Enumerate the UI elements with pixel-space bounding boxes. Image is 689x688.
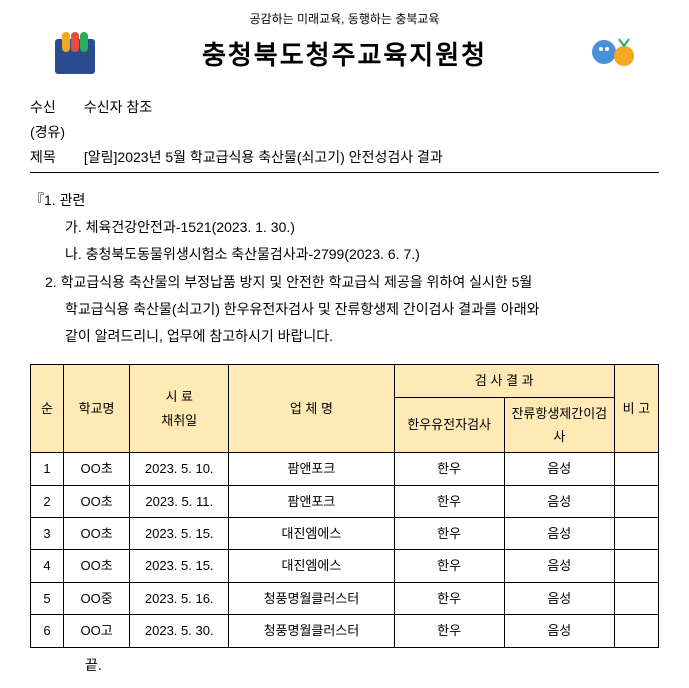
recipient-value: 수신자 참조	[84, 99, 152, 115]
logo-mascot-icon	[589, 34, 639, 74]
th-date-line1: 시 료	[165, 389, 193, 404]
cell-company: 청풍명월클러스터	[229, 615, 394, 647]
cell-school: OO중	[64, 582, 130, 614]
table-row: 3OO초2023. 5. 15.대진엠에스한우음성	[31, 518, 659, 550]
cell-no: 2	[31, 485, 64, 517]
table-body: 1OO초2023. 5. 10.팜앤포크한우음성2OO초2023. 5. 11.…	[31, 453, 659, 647]
table-row: 6OO고2023. 5. 30.청풍명월클러스터한우음성	[31, 615, 659, 647]
header-row: 충청북도청주교육지원청	[20, 35, 669, 72]
cell-date: 2023. 5. 16.	[130, 582, 229, 614]
th-date-line2: 채취일	[161, 413, 197, 428]
cell-no: 3	[31, 518, 64, 550]
header-slogan: 공감하는 미래교육, 동행하는 충북교육	[20, 10, 669, 27]
via-line: (경유)	[30, 122, 659, 142]
body-content: 『1. 관련 가. 체육건강안전과-1521(2023. 1. 30.) 나. …	[20, 188, 669, 678]
cell-date: 2023. 5. 15.	[130, 550, 229, 582]
cell-company: 대진엠에스	[229, 518, 394, 550]
table-row: 2OO초2023. 5. 11.팜앤포크한우음성	[31, 485, 659, 517]
cell-date: 2023. 5. 11.	[130, 485, 229, 517]
cell-r2: 음성	[504, 485, 614, 517]
cell-note	[614, 550, 658, 582]
cell-note	[614, 615, 658, 647]
table-row: 1OO초2023. 5. 10.팜앤포크한우음성	[31, 453, 659, 485]
subject-label: 제목	[30, 147, 80, 167]
section2-line2: 학교급식용 축산물(쇠고기) 한우유전자검사 및 잔류항생제 간이검사 결과를 …	[30, 297, 659, 322]
cell-note	[614, 518, 658, 550]
th-result-2: 잔류항생제간이검사	[504, 397, 614, 453]
cell-r2: 음성	[504, 615, 614, 647]
doc-header: 수신 수신자 참조 (경유) 제목 [알림]2023년 5월 학교급식용 축산물…	[20, 97, 669, 173]
cell-no: 1	[31, 453, 64, 485]
cell-school: OO초	[64, 485, 130, 517]
ref-b: 나. 충청북도동물위생시험소 축산물검사과-2799(2023. 6. 7.)	[30, 242, 659, 267]
results-table: 순 학교명 시 료 채취일 업 체 명 검 사 결 과 비 고 한우유전자검사 …	[30, 364, 659, 648]
cell-school: OO초	[64, 518, 130, 550]
cell-company: 청풍명월클러스터	[229, 582, 394, 614]
section2-line3: 같이 알려드리니, 업무에 참고하시기 바랍니다.	[30, 324, 659, 349]
th-result-1: 한우유전자검사	[394, 397, 504, 453]
th-school: 학교명	[64, 365, 130, 453]
cell-r2: 음성	[504, 518, 614, 550]
recipient-line: 수신 수신자 참조	[30, 97, 659, 117]
cell-note	[614, 485, 658, 517]
cell-r2: 음성	[504, 582, 614, 614]
cell-r1: 한우	[394, 582, 504, 614]
cell-no: 6	[31, 615, 64, 647]
subject-value: [알림]2023년 5월 학교급식용 축산물(쇠고기) 안전성검사 결과	[84, 149, 443, 165]
section1-title: 『1. 관련	[30, 188, 659, 213]
table-row: 4OO초2023. 5. 15.대진엠에스한우음성	[31, 550, 659, 582]
th-company: 업 체 명	[229, 365, 394, 453]
cell-r1: 한우	[394, 518, 504, 550]
cell-school: OO고	[64, 615, 130, 647]
th-no: 순	[31, 365, 64, 453]
cell-school: OO초	[64, 453, 130, 485]
cell-note	[614, 453, 658, 485]
cell-date: 2023. 5. 10.	[130, 453, 229, 485]
cell-date: 2023. 5. 30.	[130, 615, 229, 647]
cell-date: 2023. 5. 15.	[130, 518, 229, 550]
cell-note	[614, 582, 658, 614]
table-row: 5OO중2023. 5. 16.청풍명월클러스터한우음성	[31, 582, 659, 614]
cell-company: 팜앤포크	[229, 485, 394, 517]
cell-company: 대진엠에스	[229, 550, 394, 582]
recipient-label: 수신	[30, 97, 80, 117]
cell-company: 팜앤포크	[229, 453, 394, 485]
cell-r1: 한우	[394, 550, 504, 582]
cell-r1: 한우	[394, 453, 504, 485]
cell-r2: 음성	[504, 550, 614, 582]
table-header-row-1: 순 학교명 시 료 채취일 업 체 명 검 사 결 과 비 고	[31, 365, 659, 397]
cell-r2: 음성	[504, 453, 614, 485]
org-title: 충청북도청주교육지원청	[202, 35, 487, 72]
cell-r1: 한우	[394, 485, 504, 517]
end-mark: 끝.	[30, 653, 659, 678]
cell-no: 4	[31, 550, 64, 582]
th-date: 시 료 채취일	[130, 365, 229, 453]
cell-school: OO초	[64, 550, 130, 582]
th-note: 비 고	[614, 365, 658, 453]
section2-line1: 2. 학교급식용 축산물의 부정납품 방지 및 안전한 학교급식 제공을 위하여…	[30, 270, 659, 295]
logo-org-icon	[50, 29, 100, 79]
th-result-group: 검 사 결 과	[394, 365, 614, 397]
cell-r1: 한우	[394, 615, 504, 647]
subject-line: 제목 [알림]2023년 5월 학교급식용 축산물(쇠고기) 안전성검사 결과	[30, 147, 659, 173]
ref-a: 가. 체육건강안전과-1521(2023. 1. 30.)	[30, 215, 659, 240]
cell-no: 5	[31, 582, 64, 614]
